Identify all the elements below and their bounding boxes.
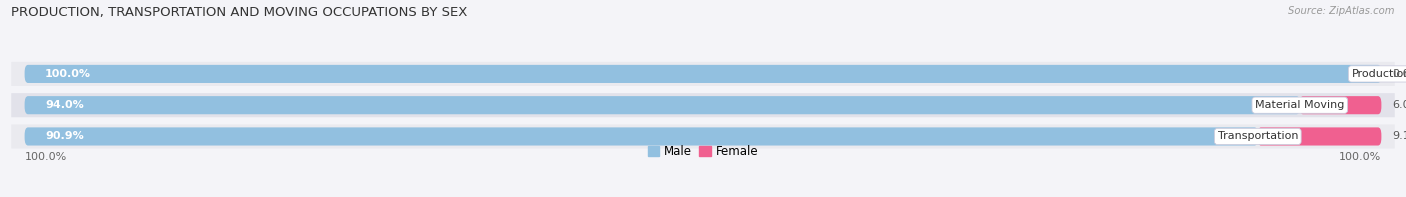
FancyBboxPatch shape xyxy=(1257,127,1381,146)
Text: 6.0%: 6.0% xyxy=(1392,100,1406,110)
Text: 0.0%: 0.0% xyxy=(1392,69,1406,79)
Text: Production: Production xyxy=(1351,69,1406,79)
Text: Transportation: Transportation xyxy=(1218,131,1298,141)
FancyBboxPatch shape xyxy=(11,125,1395,149)
FancyBboxPatch shape xyxy=(11,62,1395,86)
FancyBboxPatch shape xyxy=(1299,96,1381,114)
Text: 100.0%: 100.0% xyxy=(25,152,67,162)
FancyBboxPatch shape xyxy=(11,93,1395,117)
FancyBboxPatch shape xyxy=(25,65,1381,83)
Text: PRODUCTION, TRANSPORTATION AND MOVING OCCUPATIONS BY SEX: PRODUCTION, TRANSPORTATION AND MOVING OC… xyxy=(11,6,468,19)
FancyBboxPatch shape xyxy=(25,96,1301,114)
Text: 100.0%: 100.0% xyxy=(1339,152,1381,162)
Text: 94.0%: 94.0% xyxy=(45,100,84,110)
Text: 100.0%: 100.0% xyxy=(45,69,91,79)
Text: 90.9%: 90.9% xyxy=(45,131,84,141)
Text: Source: ZipAtlas.com: Source: ZipAtlas.com xyxy=(1288,6,1395,16)
FancyBboxPatch shape xyxy=(25,127,1258,146)
Legend: Male, Female: Male, Female xyxy=(643,140,763,163)
Text: Material Moving: Material Moving xyxy=(1256,100,1344,110)
Text: 9.1%: 9.1% xyxy=(1392,131,1406,141)
